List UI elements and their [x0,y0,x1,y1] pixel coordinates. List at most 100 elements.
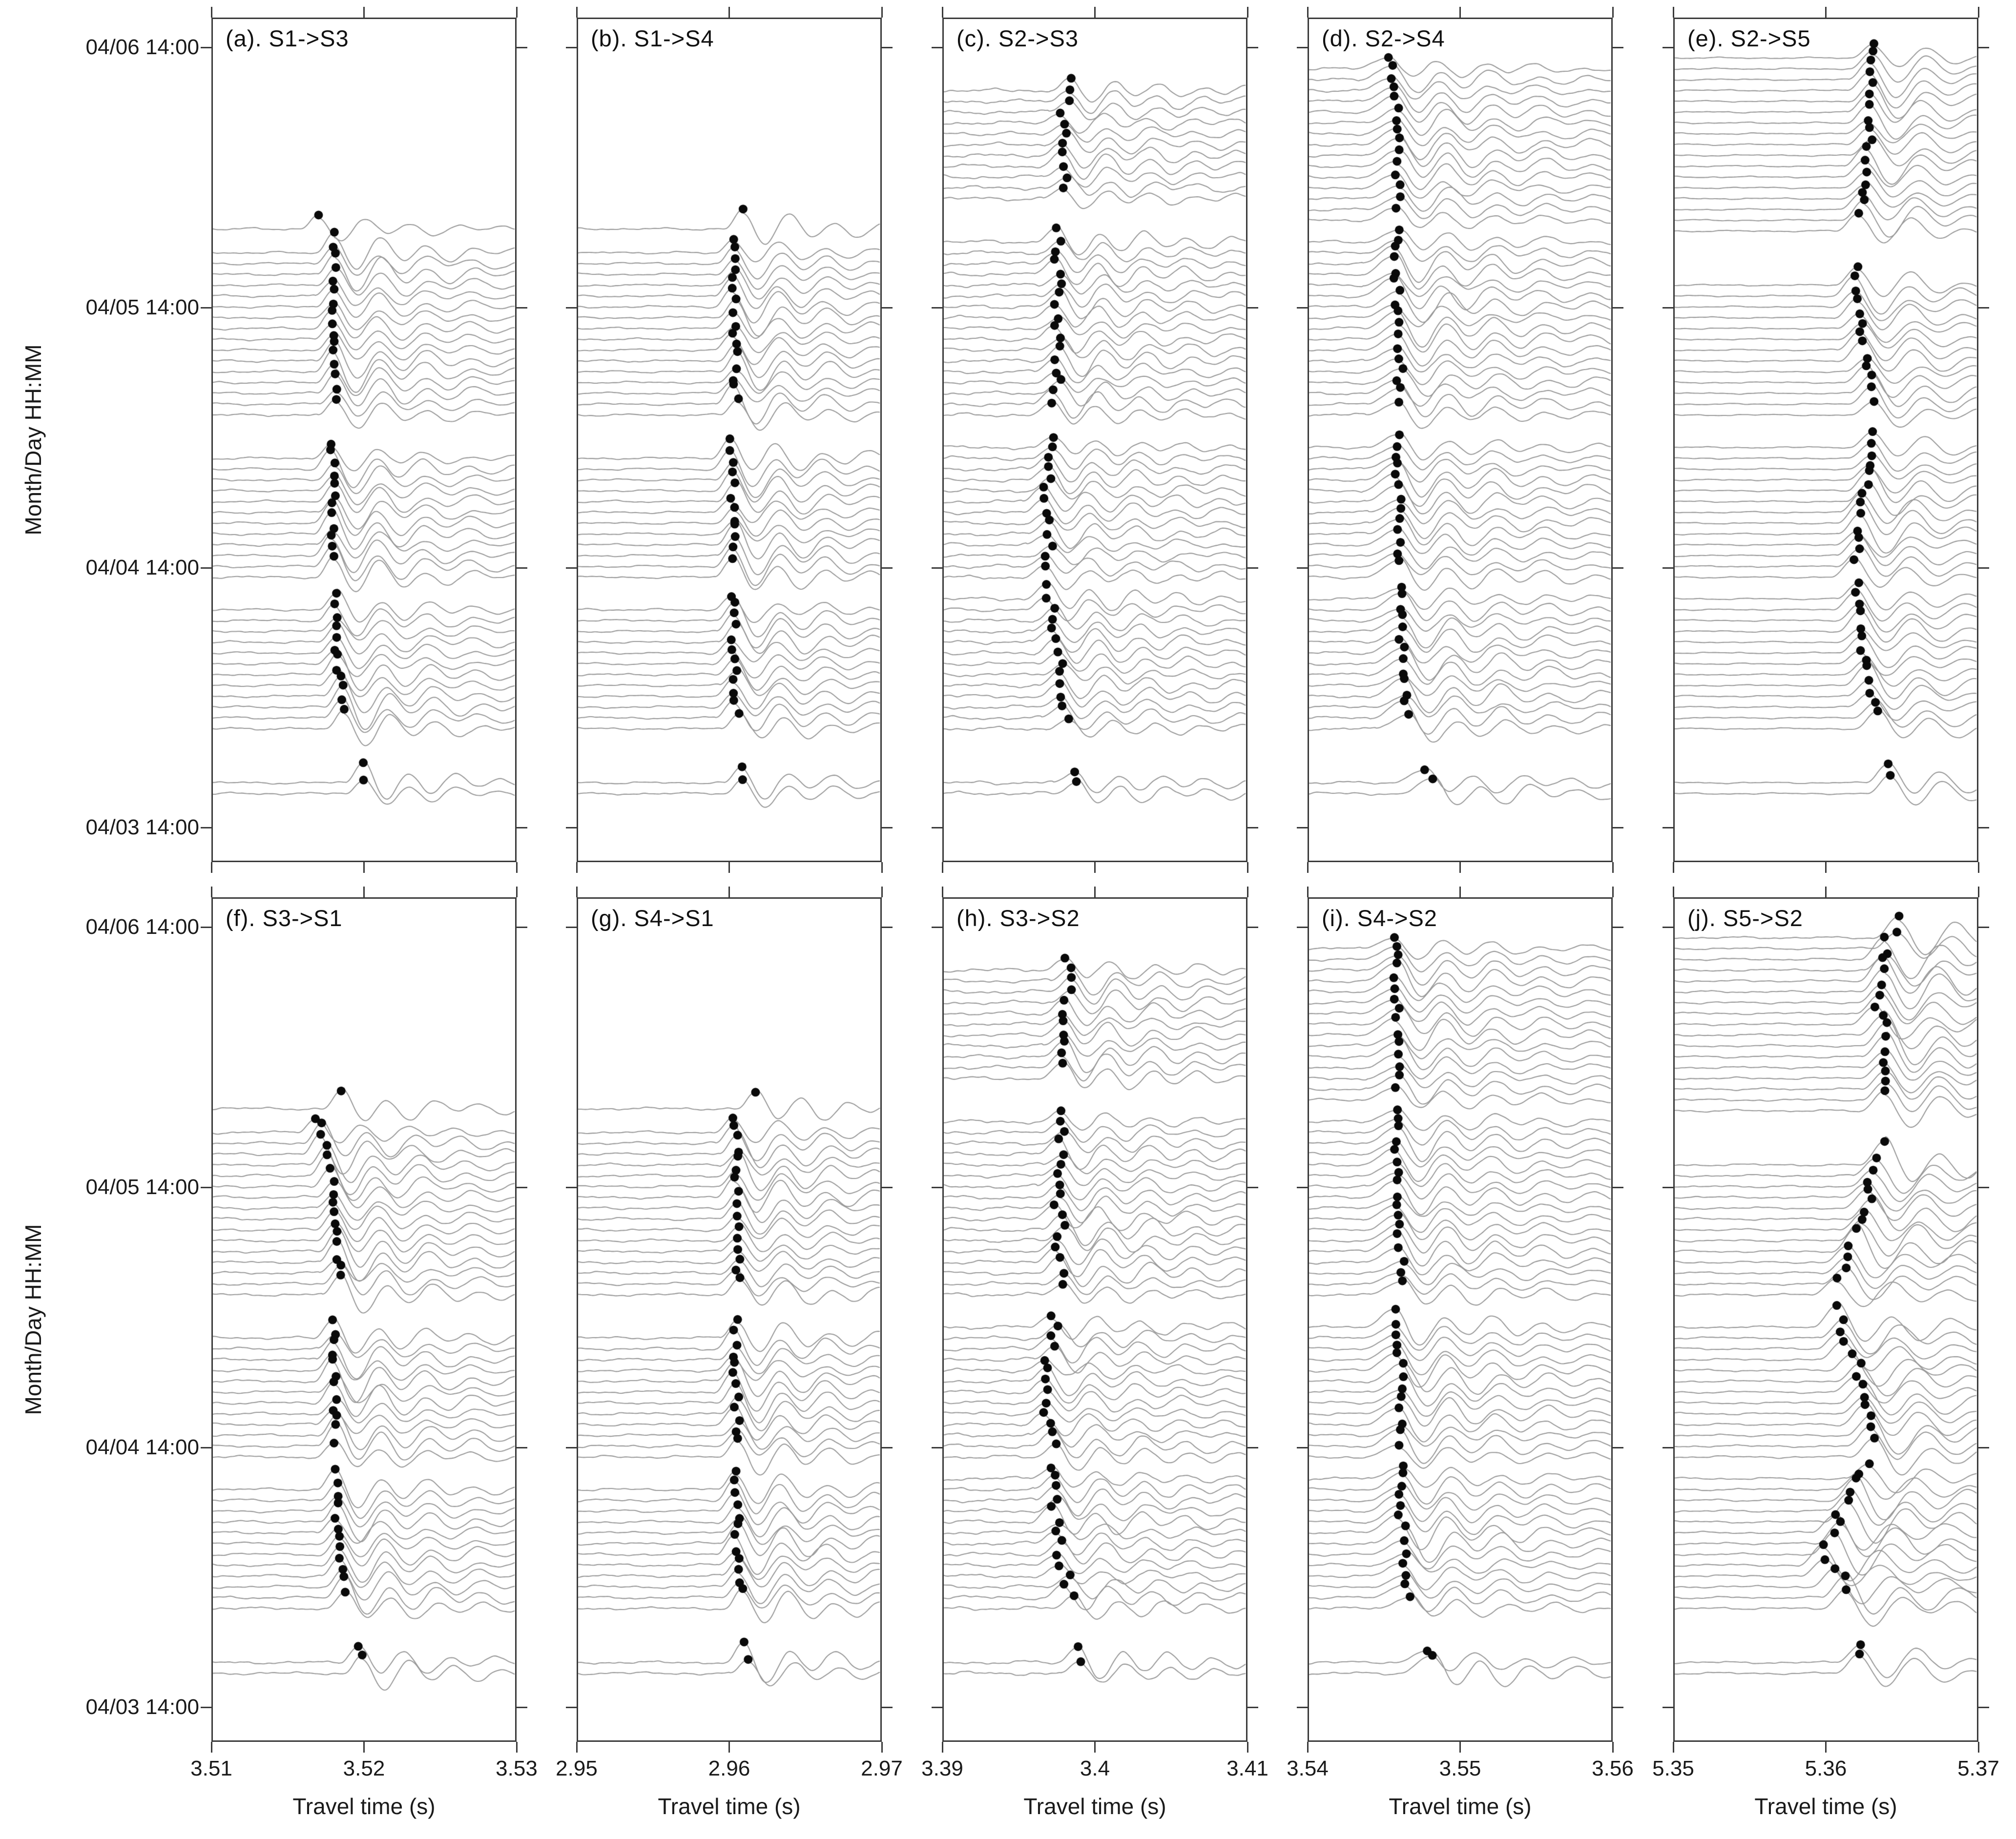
panel-f: (f). S3->S1 [211,897,517,1742]
x-tick-mark [576,1742,578,1753]
x-tick-mark [1672,887,1674,897]
y-tick-mark [882,1186,893,1188]
y-tick-mark [1247,1446,1258,1448]
panel-title-b: (b). S1->S4 [591,25,714,51]
y-tick-mark [517,1446,527,1448]
x-tick-mark [728,1742,730,1753]
panel-title-j: (j). S5->S2 [1687,905,1803,931]
y-tick-mark [1613,46,1623,48]
y-tick-mark [1247,827,1258,828]
x-tick-mark [516,862,518,873]
y-axis-title-row2: Month/Day HH:MM [21,1224,46,1415]
x-axis-title: Travel time (s) [1754,1794,1897,1819]
y-tick-mark [566,926,577,928]
x-tick-mark [1459,1742,1461,1753]
panel-c: (c). S2->S3 [942,18,1247,862]
y-tick-mark [882,46,893,48]
y-tick-mark [932,827,942,828]
y-tick-mark [566,827,577,828]
x-tick-mark [941,1742,943,1753]
y-tick-mark [201,46,211,48]
panel-title-a: (a). S1->S3 [226,25,349,51]
y-tick-mark [882,1706,893,1708]
y-tick-mark [1978,926,1989,928]
panel-a: (a). S1->S3 [211,18,517,862]
y-tick-mark [1978,827,1989,828]
y-tick-mark [517,827,527,828]
y-tick-mark [1297,1706,1308,1708]
waveform-canvas-j [1675,899,1977,1740]
y-tick-label: 04/06 14:00 [85,915,199,939]
panel-g: (g). S4->S1 [577,897,882,1742]
waveform-canvas-c [944,19,1246,861]
x-tick-mark [1094,7,1096,18]
y-tick-mark [932,926,942,928]
y-tick-mark [1613,827,1623,828]
x-tick-label: 3.56 [1592,1756,1634,1780]
x-tick-label: 3.4 [1080,1756,1110,1780]
panel-title-i: (i). S4->S2 [1322,905,1437,931]
x-tick-mark [1459,887,1461,897]
x-tick-mark [881,7,883,18]
y-tick-mark [1978,567,1989,569]
y-tick-mark [1978,1706,1989,1708]
x-tick-mark [1825,887,1827,897]
y-tick-mark [1297,1446,1308,1448]
y-tick-mark [1978,1446,1989,1448]
waveform-canvas-d [1309,19,1611,861]
y-tick-mark [1613,1706,1623,1708]
y-tick-mark [201,827,211,828]
y-tick-mark [1978,307,1989,309]
y-tick-label: 04/03 14:00 [85,815,199,839]
y-tick-label: 04/03 14:00 [85,1695,199,1719]
x-tick-mark [1612,887,1614,897]
y-tick-mark [882,567,893,569]
y-tick-mark [201,307,211,309]
x-tick-mark [1977,1742,1979,1753]
x-tick-mark [1977,862,1979,873]
panel-h: (h). S3->S2 [942,897,1247,1742]
x-axis-title: Travel time (s) [1389,1794,1532,1819]
x-tick-mark [1307,7,1309,18]
y-tick-mark [1613,567,1623,569]
y-tick-mark [1297,307,1308,309]
x-tick-mark [1094,1742,1096,1753]
y-tick-mark [566,307,577,309]
waveform-canvas-a [213,19,515,861]
x-tick-mark [1459,862,1461,873]
panel-title-c: (c). S2->S3 [956,25,1079,51]
y-tick-mark [1297,1186,1308,1188]
panel-title-e: (e). S2->S5 [1687,25,1811,51]
y-tick-mark [1297,567,1308,569]
y-tick-mark [1663,926,1673,928]
x-tick-mark [1307,1742,1309,1753]
panel-title-d: (d). S2->S4 [1322,25,1445,51]
y-tick-mark [1663,567,1673,569]
y-tick-mark [1663,1446,1673,1448]
x-tick-label: 3.53 [496,1756,538,1780]
x-tick-mark [576,7,578,18]
y-tick-mark [1247,567,1258,569]
x-tick-mark [576,862,578,873]
waveform-canvas-b [578,19,880,861]
waveform-canvas-i [1309,899,1611,1740]
x-tick-mark [1672,862,1674,873]
x-tick-label: 5.35 [1652,1756,1694,1780]
x-tick-mark [1094,887,1096,897]
panel-e: (e). S2->S5 [1673,18,1978,862]
y-tick-mark [201,926,211,928]
y-tick-mark [1247,46,1258,48]
y-tick-mark [201,1186,211,1188]
y-tick-mark [1663,827,1673,828]
panel-title-g: (g). S4->S1 [591,905,714,931]
y-tick-mark [566,1446,577,1448]
y-tick-mark [566,1186,577,1188]
y-tick-mark [932,307,942,309]
y-tick-mark [566,46,577,48]
x-tick-label: 3.41 [1226,1756,1268,1780]
x-tick-mark [881,862,883,873]
panel-i: (i). S4->S2 [1308,897,1613,1742]
y-tick-mark [201,567,211,569]
y-tick-mark [1297,827,1308,828]
waveform-canvas-g [578,899,880,1740]
